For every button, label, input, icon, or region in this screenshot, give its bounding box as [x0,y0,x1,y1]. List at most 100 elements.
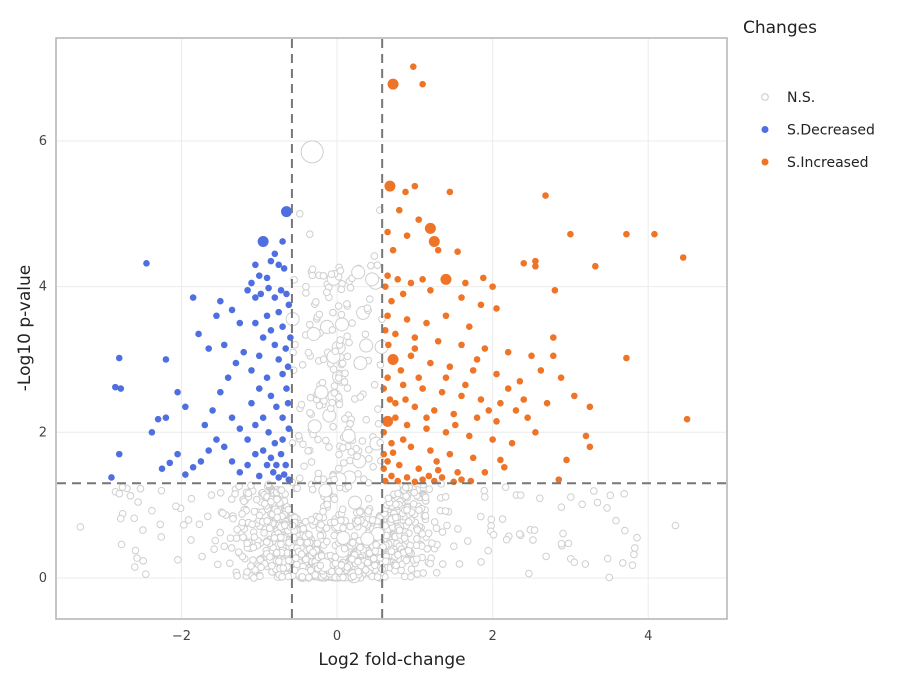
point-ns [295,209,304,218]
point-ns [250,507,259,516]
point-ns [231,489,239,498]
point-ns [381,557,390,566]
point-ns [430,518,439,526]
point-ns [343,332,351,341]
point-increased [528,352,535,360]
point-ns [336,530,351,545]
point-ns [130,514,138,523]
point-ns [307,419,322,434]
point-ns [374,405,382,413]
point-decreased [148,428,156,436]
point-ns [341,415,349,423]
point-ns [266,553,274,561]
point-ns [331,553,340,561]
legend-entries[interactable]: N.S. S.Decreased S.Increased [761,90,875,171]
point-ns [265,524,274,533]
point-decreased [244,286,251,294]
point-ns [589,487,598,495]
point-ns [443,521,451,530]
point-ns [363,304,372,313]
point-ns [249,543,258,552]
point-ns [369,554,378,563]
point-decreased [279,323,286,330]
point-ns [349,572,358,581]
threshold-lines [57,39,726,618]
point-ns [317,521,325,529]
legend[interactable]: Changes N.S. S.Decreased S.Increased [743,18,875,171]
point-increased [381,283,389,290]
point-increased [384,228,391,236]
point-ns [480,493,489,501]
point-ns [334,464,343,473]
point-ns [305,573,313,582]
point-increased [434,337,442,345]
point-ns [343,352,352,361]
point-ns [350,532,359,540]
point-decreased [279,414,286,422]
point-increased [407,352,415,360]
point-ns [409,500,418,508]
point-ns [284,556,293,565]
point-increased [419,385,426,392]
point-increased [563,456,570,464]
point-ns [329,308,337,317]
point-ns [353,452,361,461]
legend-marker [761,93,769,101]
point-increased [462,279,469,287]
point-ns [359,338,374,353]
point-ns [340,544,349,553]
point-ns [323,537,331,546]
point-ns [306,566,315,575]
point-decreased [279,370,286,378]
point-ns [441,493,450,501]
point-increased [497,456,504,464]
point-increased [384,374,391,381]
point-increased [389,246,397,254]
point-increased [473,414,481,422]
point-decreased [236,469,244,476]
point-ns [337,285,346,294]
point-ns [477,558,485,566]
point-decreased [267,392,275,400]
point-increased [446,188,454,196]
point-increased [434,466,442,474]
point-ns [262,538,271,546]
point-decreased [285,425,293,432]
point-decreased [217,297,224,305]
point-ns [407,565,416,574]
point-ns [432,524,441,533]
point-increased [402,396,409,403]
point-decreased [275,308,283,316]
point-increased [384,312,391,320]
point-increased [469,454,477,462]
point-ns [455,560,464,568]
point-ns [344,482,353,491]
point-decreased [213,436,220,443]
point-decreased [228,306,236,314]
point-ns [325,443,333,451]
point-ns [365,454,373,463]
point-increased [438,388,446,396]
point-ns [358,437,367,445]
legend-label: N.S. [787,90,815,106]
point-increased [388,439,395,447]
point-decreased [220,443,228,451]
point-ns [299,440,307,449]
point-ns [328,326,337,334]
point-increased [387,78,399,90]
point-ns [346,420,354,428]
legend-entry[interactable]: S.Decreased [761,123,875,139]
point-ns [368,516,377,524]
legend-entry[interactable]: N.S. [761,90,816,106]
point-increased [384,458,391,465]
point-ns [346,522,355,531]
legend-entry[interactable]: S.Increased [761,155,869,171]
point-ns [335,450,343,459]
point-decreased [271,250,279,258]
point-increased [451,421,459,429]
point-decreased [220,341,228,349]
point-increased [623,230,630,238]
point-increased [430,407,438,414]
point-ns [233,571,241,580]
point-ns [567,493,575,501]
